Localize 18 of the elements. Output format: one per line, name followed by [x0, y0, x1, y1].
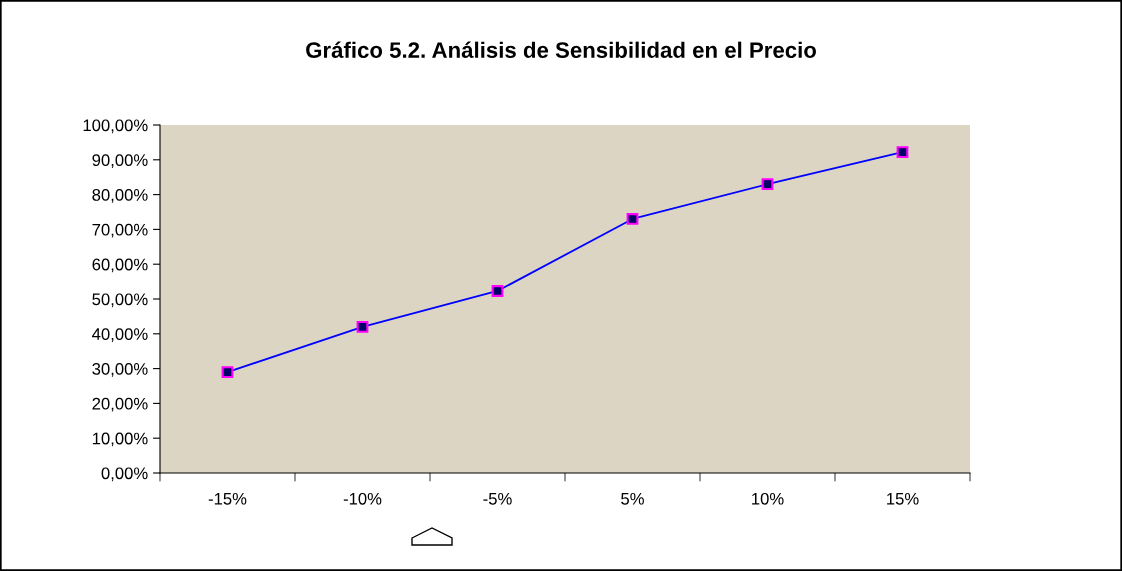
- x-tick-label: -5%: [483, 492, 512, 505]
- y-tick-label: 20,00%: [92, 397, 148, 412]
- y-tick-label: 40,00%: [92, 328, 148, 342]
- x-tick-label: -15%: [208, 492, 247, 505]
- y-tick-label: 30,00%: [92, 363, 148, 377]
- x-tick-label: -10%: [343, 492, 382, 505]
- y-tick-label: 10,00%: [92, 432, 148, 447]
- x-tick-label: 10%: [752, 492, 784, 505]
- y-tick-label: 0,00%: [101, 467, 148, 482]
- x-tick-label: 5%: [621, 492, 644, 505]
- chart-title: Gráfico 5.2. Análisis de Sensibilidad en el Precio: [306, 41, 816, 58]
- y-tick-label: 50,00%: [92, 293, 148, 308]
- y-tick-label: 80,00%: [92, 189, 148, 203]
- y-tick-label: 90,00%: [92, 154, 148, 168]
- y-tick-label: 60,00%: [92, 258, 148, 273]
- x-tick-label: 15%: [887, 492, 919, 505]
- y-tick-label: 70,00%: [92, 223, 148, 238]
- y-tick-label: 100,00%: [83, 119, 148, 134]
